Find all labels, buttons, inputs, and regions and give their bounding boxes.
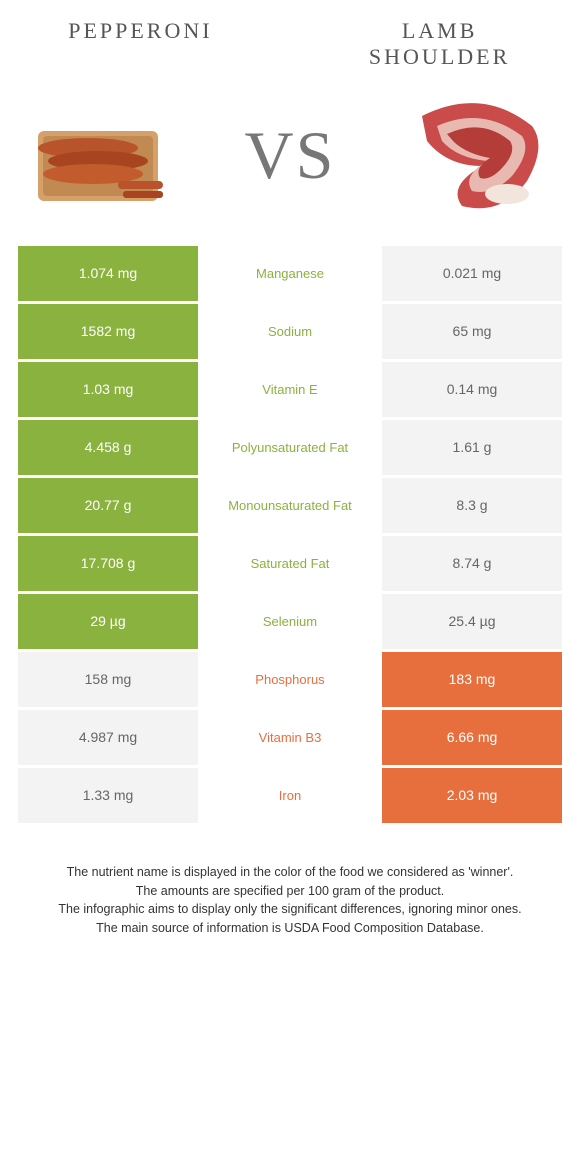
nutrient-row: 1582 mgSodium65 mg [18, 304, 562, 359]
header: Pepperoni Lamb shoulder [18, 18, 562, 71]
nutrient-name: Monounsaturated fat [198, 478, 382, 533]
food-title-left: Pepperoni [18, 18, 263, 44]
nutrient-name: Manganese [198, 246, 382, 301]
comparison-table: 1.074 mgManganese0.021 mg1582 mgSodium65… [18, 246, 562, 823]
value-right: 0.14 mg [382, 362, 562, 417]
value-left: 158 mg [18, 652, 198, 707]
value-right: 65 mg [382, 304, 562, 359]
nutrient-row: 158 mgPhosphorus183 mg [18, 652, 562, 707]
nutrient-name: Phosphorus [198, 652, 382, 707]
value-right: 8.3 g [382, 478, 562, 533]
value-left: 1.03 mg [18, 362, 198, 417]
value-right: 1.61 g [382, 420, 562, 475]
nutrient-row: 1.074 mgManganese0.021 mg [18, 246, 562, 301]
nutrient-row: 20.77 gMonounsaturated fat8.3 g [18, 478, 562, 533]
nutrient-name: Selenium [198, 594, 382, 649]
value-right: 183 mg [382, 652, 562, 707]
value-left: 20.77 g [18, 478, 198, 533]
footer-line: The amounts are specified per 100 gram o… [18, 882, 562, 901]
value-right: 0.021 mg [382, 246, 562, 301]
value-left: 29 µg [18, 594, 198, 649]
value-left: 1582 mg [18, 304, 198, 359]
footer-line: The infographic aims to display only the… [18, 900, 562, 919]
footer-line: The nutrient name is displayed in the co… [18, 863, 562, 882]
nutrient-name: Vitamin B3 [198, 710, 382, 765]
hero-row: VS [18, 86, 562, 226]
nutrient-row: 4.458 gPolyunsaturated fat1.61 g [18, 420, 562, 475]
nutrient-name: Iron [198, 768, 382, 823]
value-left: 4.987 mg [18, 710, 198, 765]
value-right: 25.4 µg [382, 594, 562, 649]
value-left: 17.708 g [18, 536, 198, 591]
nutrient-row: 1.33 mgIron2.03 mg [18, 768, 562, 823]
value-right: 2.03 mg [382, 768, 562, 823]
food-title-right-line2: shoulder [369, 44, 510, 69]
footer-line: The main source of information is USDA F… [18, 919, 562, 938]
food-title-right: Lamb shoulder [317, 18, 562, 71]
value-left: 1.33 mg [18, 768, 198, 823]
value-left: 4.458 g [18, 420, 198, 475]
nutrient-name: Vitamin E [198, 362, 382, 417]
value-right: 6.66 mg [382, 710, 562, 765]
value-right: 8.74 g [382, 536, 562, 591]
value-left: 1.074 mg [18, 246, 198, 301]
nutrient-row: 17.708 gSaturated fat8.74 g [18, 536, 562, 591]
vs-label: VS [245, 116, 336, 195]
nutrient-name: Sodium [198, 304, 382, 359]
nutrient-row: 4.987 mgVitamin B36.66 mg [18, 710, 562, 765]
food-title-right-line1: Lamb [402, 18, 478, 43]
lamb-shoulder-image [392, 86, 562, 226]
nutrient-row: 1.03 mgVitamin E0.14 mg [18, 362, 562, 417]
pepperoni-image [18, 86, 188, 226]
nutrient-name: Saturated fat [198, 536, 382, 591]
nutrient-row: 29 µgSelenium25.4 µg [18, 594, 562, 649]
nutrient-name: Polyunsaturated fat [198, 420, 382, 475]
footer-notes: The nutrient name is displayed in the co… [18, 863, 562, 938]
